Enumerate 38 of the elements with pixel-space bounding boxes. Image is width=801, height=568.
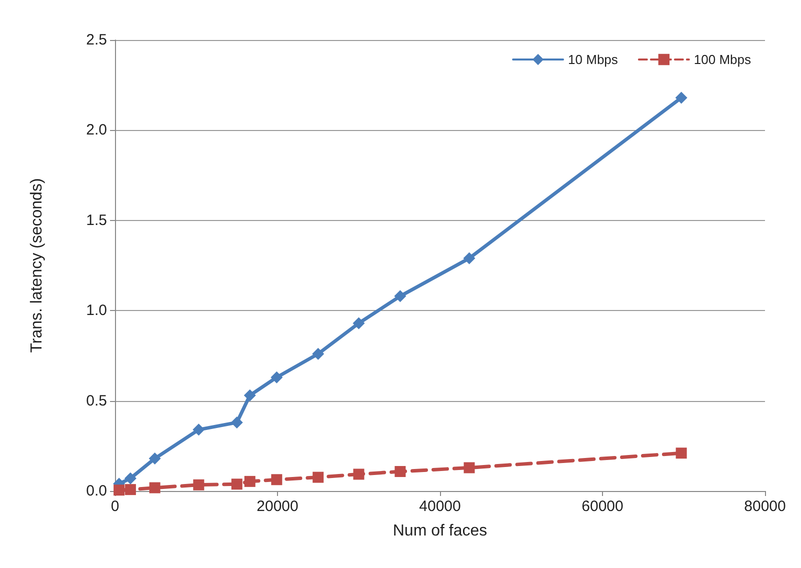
point bbox=[193, 479, 204, 490]
point bbox=[124, 472, 136, 484]
point bbox=[148, 452, 161, 465]
point bbox=[312, 348, 324, 360]
point bbox=[394, 290, 406, 302]
point bbox=[149, 482, 160, 494]
x-tick-label: 60000 bbox=[582, 498, 624, 515]
y-tick-label: 0.0 bbox=[86, 482, 107, 500]
x-axis-title: Num of faces bbox=[392, 522, 488, 540]
point bbox=[230, 416, 243, 428]
y-tick-label: 2.0 bbox=[86, 122, 107, 139]
point bbox=[271, 474, 282, 486]
point bbox=[270, 371, 283, 384]
legend-label: 100 Mbps bbox=[694, 52, 752, 67]
point bbox=[464, 462, 475, 474]
y-tick-label: 0.5 bbox=[86, 392, 107, 410]
point bbox=[231, 478, 242, 490]
x-tick-label: 80000 bbox=[744, 498, 786, 515]
x-tick-label: 0 bbox=[110, 498, 120, 515]
point bbox=[244, 476, 256, 487]
point bbox=[244, 389, 256, 402]
x-tick-label: 40000 bbox=[419, 498, 461, 515]
x-tick-label: 20000 bbox=[256, 498, 298, 515]
y-tick-label: 1.0 bbox=[86, 302, 107, 320]
point bbox=[676, 448, 687, 459]
point bbox=[124, 484, 136, 496]
point bbox=[114, 484, 125, 496]
point bbox=[463, 252, 476, 264]
point bbox=[675, 92, 688, 104]
point bbox=[353, 468, 364, 480]
y-tick-label: 2.5 bbox=[86, 32, 107, 48]
y-tick-label: 1.5 bbox=[86, 212, 107, 229]
point bbox=[312, 472, 324, 483]
y-axis-title: Trans. latency (seconds) bbox=[28, 178, 46, 353]
point bbox=[394, 466, 406, 478]
point bbox=[192, 424, 205, 436]
point bbox=[352, 317, 365, 330]
legend-label: 10 Mbps bbox=[568, 52, 618, 67]
